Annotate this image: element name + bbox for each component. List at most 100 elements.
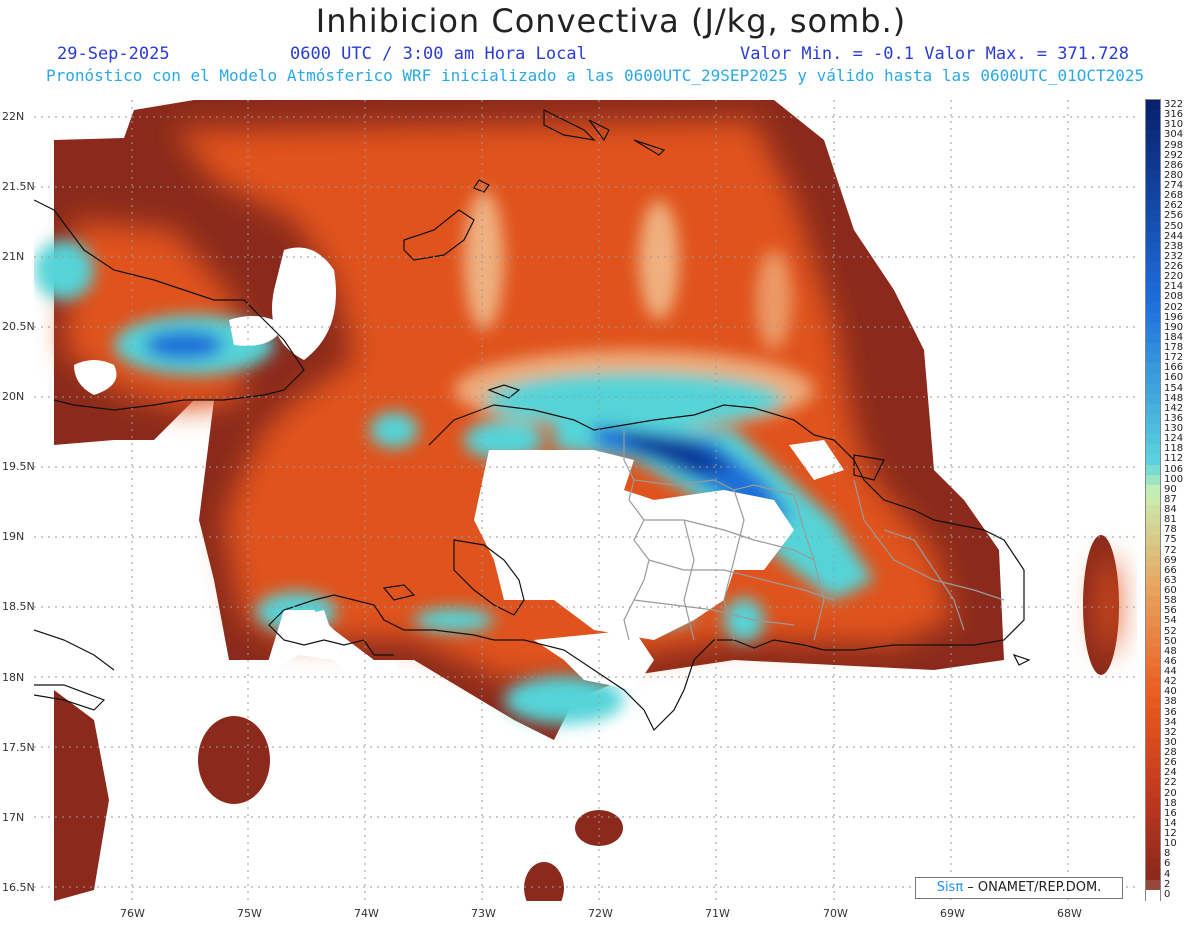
colorbar-segment: [1146, 758, 1160, 769]
colorbar-label: 66: [1164, 564, 1177, 576]
colorbar-segment: [1146, 160, 1160, 172]
colorbar-segment: [1146, 130, 1160, 142]
colorbar-segment: [1146, 150, 1160, 162]
colorbar-segment: [1146, 839, 1160, 850]
colorbar-segment: [1146, 201, 1160, 212]
colorbar-segment: [1146, 748, 1160, 759]
colorbar-segment: [1146, 545, 1160, 557]
colorbar-label: 84: [1164, 504, 1177, 516]
forecast-description: Pronóstico con el Modelo Atmósferico WRF…: [46, 66, 1145, 85]
colorbar-segment: [1146, 697, 1160, 709]
colorbar-segment: [1146, 636, 1160, 648]
colorbar-segment: [1146, 332, 1160, 344]
colorbar-label: 36: [1164, 706, 1177, 718]
colorbar-label: 214: [1164, 281, 1184, 293]
lat-label: 18N: [2, 671, 25, 684]
colorbar-segment: [1146, 586, 1160, 597]
date-label: 29-Sep-2025: [57, 44, 170, 64]
colorbar-label: 256: [1164, 210, 1184, 222]
colorbar-segment: [1146, 454, 1160, 466]
colorbar-segment: [1146, 798, 1160, 810]
colorbar-segment: [1146, 110, 1160, 121]
colorbar-segment: [1146, 231, 1160, 243]
colorbar-label: 142: [1164, 402, 1184, 414]
colorbar-label: 232: [1164, 250, 1184, 262]
lat-lon-grid: [34, 100, 1137, 901]
colorbar-label: 208: [1164, 291, 1184, 303]
colorbar-segment: [1146, 282, 1160, 293]
colorbar-label: 238: [1164, 240, 1184, 252]
colorbar-segment: [1146, 656, 1160, 668]
colorbar-label: 48: [1164, 645, 1177, 657]
map-title: Inhibicion Convectiva (J/kg, somb.): [315, 2, 907, 40]
colorbar-label: 178: [1164, 342, 1184, 354]
colorbar-segment: [1146, 849, 1160, 861]
colorbar-segment: [1146, 515, 1160, 526]
colorbar-segment: [1146, 768, 1160, 780]
colorbar-label: 304: [1164, 129, 1184, 141]
colorbar-label: 24: [1164, 767, 1177, 779]
lon-label: 70W: [823, 907, 848, 920]
colorbar-label: 52: [1164, 625, 1177, 637]
colorbar-segment: [1146, 484, 1160, 496]
colorbar-label: 26: [1164, 757, 1177, 769]
lat-label: 17.5N: [2, 741, 35, 754]
colorbar-label: 220: [1164, 271, 1184, 283]
colorbar-label: 78: [1164, 524, 1177, 536]
colorbar-segment: [1146, 869, 1160, 881]
no-inhibition-areas: [74, 247, 844, 690]
colorbar-label: 54: [1164, 615, 1177, 627]
lon-label: 71W: [705, 907, 730, 920]
colorbar-label: 262: [1164, 200, 1184, 212]
colorbar-label: 226: [1164, 261, 1184, 273]
colorbar-label: 22: [1164, 777, 1177, 789]
colorbar-label: 244: [1164, 230, 1184, 242]
colorbar-label: 81: [1164, 514, 1177, 526]
lon-label: 76W: [120, 907, 145, 920]
colorbar-label: 75: [1164, 534, 1177, 546]
colorbar-label: 190: [1164, 321, 1184, 333]
colorbar-segment: [1146, 626, 1160, 638]
colorbar-segment: [1146, 383, 1160, 395]
lon-label: 73W: [471, 907, 496, 920]
colorbar-label: 286: [1164, 159, 1184, 171]
colorbar-segment: [1146, 120, 1160, 131]
brand-logo: Sisπ: [936, 880, 964, 895]
colorbar-label: 202: [1164, 301, 1184, 313]
lat-label: 20.5N: [2, 320, 35, 333]
colorbar-segment: [1146, 829, 1160, 840]
colorbar-segment: [1146, 211, 1160, 223]
colorbar-label: 172: [1164, 352, 1184, 364]
colorbar-segment: [1146, 859, 1160, 871]
colorbar-label: 148: [1164, 392, 1184, 404]
coastlines: [34, 109, 1031, 732]
colorbar-segment: [1146, 727, 1160, 739]
lon-label: 74W: [354, 907, 379, 920]
colorbar-label: 298: [1164, 139, 1184, 151]
colorbar-segment: [1146, 818, 1160, 830]
colorbar-segment: [1146, 474, 1160, 486]
colorbar-segment: [1146, 616, 1160, 628]
lat-label: 18.5N: [2, 600, 35, 613]
colorbar-segment: [1146, 302, 1160, 314]
lon-label: 69W: [940, 907, 965, 920]
colorbar-segment: [1146, 464, 1160, 476]
colorbar-label: 8: [1164, 848, 1171, 860]
colorbar-segment: [1146, 312, 1160, 324]
colorbar-label: 90: [1164, 483, 1177, 495]
colorbar: [1145, 99, 1161, 901]
min-max-label: Valor Min. = -0.1 Valor Max. = 371.728: [740, 44, 1129, 64]
colorbar-segment: [1146, 778, 1160, 790]
colorbar-segment: [1146, 322, 1160, 334]
colorbar-segment: [1146, 292, 1160, 304]
colorbar-segment: [1146, 434, 1160, 445]
colorbar-segment: [1146, 555, 1160, 567]
colorbar-label: 250: [1164, 220, 1184, 232]
colorbar-label: 292: [1164, 149, 1184, 161]
colorbar-label: 196: [1164, 311, 1184, 323]
colorbar-segment: [1146, 363, 1160, 374]
colorbar-label: 154: [1164, 382, 1184, 394]
colorbar-label: 106: [1164, 463, 1184, 475]
colorbar-label: 60: [1164, 585, 1177, 597]
colorbar-segment: [1146, 808, 1160, 820]
